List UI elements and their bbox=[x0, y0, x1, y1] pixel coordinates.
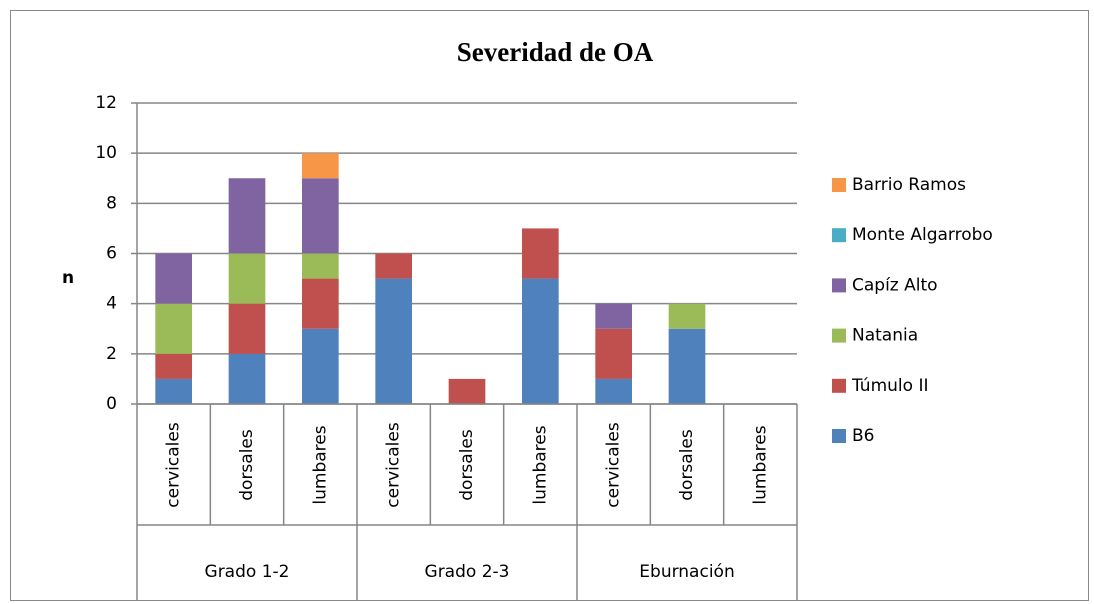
bar-segment bbox=[228, 178, 266, 254]
y-tick-label: 4 bbox=[106, 294, 117, 314]
bar-segment bbox=[668, 303, 706, 329]
bar-segment bbox=[302, 328, 339, 404]
bar-segment bbox=[155, 378, 192, 404]
group-label: Grado 1-2 bbox=[205, 562, 290, 582]
bar-segment bbox=[302, 153, 339, 179]
legend-swatch bbox=[832, 228, 846, 243]
y-tick-label: 2 bbox=[106, 344, 117, 364]
legend-swatch bbox=[832, 378, 846, 393]
x-tick-label: lumbares bbox=[310, 425, 330, 504]
y-tick-label: 10 bbox=[95, 143, 117, 163]
group-label: Eburnación bbox=[639, 562, 734, 582]
y-tick-label: 6 bbox=[106, 244, 117, 264]
x-tick-label: dorsales bbox=[677, 429, 697, 501]
x-tick-label: dorsales bbox=[237, 429, 257, 501]
x-tick-label: cervicales bbox=[604, 422, 624, 508]
legend-swatch bbox=[832, 178, 846, 192]
bar-segment bbox=[595, 303, 632, 329]
legend-label: Capíz Alto bbox=[852, 275, 938, 295]
y-axis-label: n bbox=[62, 268, 74, 288]
bar-segment bbox=[522, 278, 559, 404]
bar-segment bbox=[595, 378, 632, 404]
bar-segment bbox=[448, 378, 486, 404]
bar-segment bbox=[302, 253, 339, 279]
x-tick-label: cervicales bbox=[384, 422, 404, 508]
legend-label: Monte Algarrobo bbox=[852, 225, 993, 245]
x-tick-label: cervicales bbox=[164, 422, 184, 508]
bar-segment bbox=[228, 303, 266, 354]
chart-title: Severidad de OA bbox=[457, 37, 654, 67]
bar-segment bbox=[595, 328, 632, 379]
bar-segment bbox=[155, 303, 192, 354]
x-tick-label: dorsales bbox=[457, 429, 477, 501]
bar-segment bbox=[155, 253, 192, 304]
y-tick-label: 8 bbox=[106, 193, 117, 213]
bar-segment bbox=[302, 178, 339, 254]
bar-segment bbox=[302, 278, 339, 329]
legend-label: Túmulo II bbox=[851, 376, 928, 396]
legend-label: Barrio Ramos bbox=[852, 175, 966, 195]
bar-segment bbox=[228, 353, 266, 404]
bar-segment bbox=[155, 353, 192, 379]
bar-segment bbox=[228, 253, 266, 304]
legend-swatch bbox=[832, 429, 846, 443]
legend-label: Natania bbox=[852, 326, 918, 346]
x-tick-label: lumbares bbox=[750, 425, 770, 504]
x-tick-label: lumbares bbox=[530, 425, 550, 504]
bar-segment bbox=[375, 253, 412, 279]
legend-swatch bbox=[832, 278, 846, 293]
bar-segment bbox=[375, 278, 412, 404]
y-tick-label: 0 bbox=[106, 394, 117, 414]
legend-label: B6 bbox=[852, 426, 874, 446]
bar-segment bbox=[522, 228, 559, 279]
legend-swatch bbox=[832, 328, 846, 343]
y-tick-label: 12 bbox=[95, 93, 117, 113]
group-label: Grado 2-3 bbox=[425, 562, 510, 582]
bar-segment bbox=[668, 328, 706, 404]
